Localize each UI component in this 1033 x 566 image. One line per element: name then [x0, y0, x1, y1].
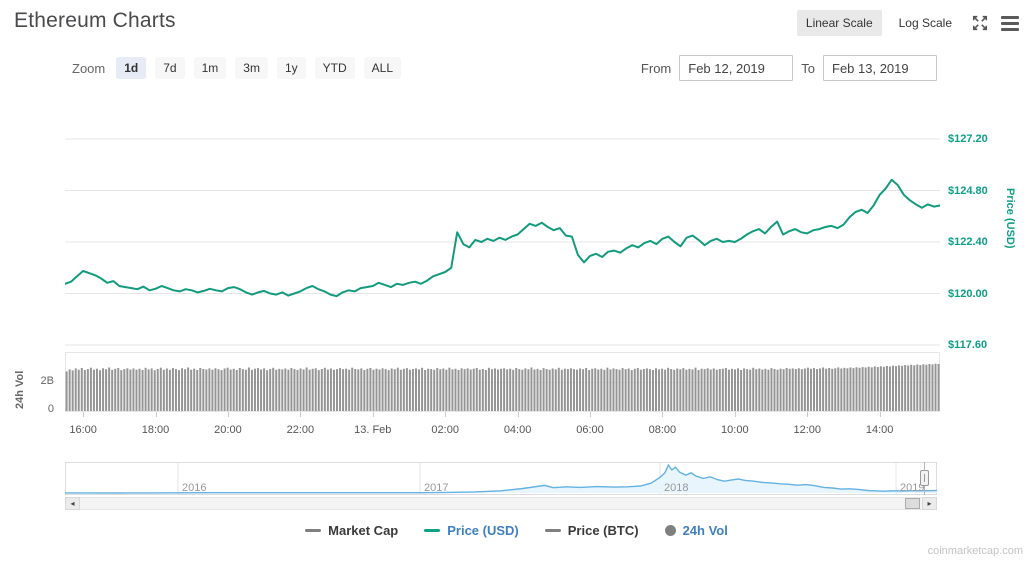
navigator-year-label: 2018: [664, 482, 689, 494]
volume-axis-title: 24h Vol: [14, 370, 26, 409]
legend-dash-marker: [424, 529, 441, 532]
navigator-handle[interactable]: [920, 470, 929, 486]
zoom-range-buttons: Zoom 1d 7d 1m 3m 1y YTD ALL: [72, 57, 401, 79]
x-tick-label: 12:00: [793, 424, 821, 436]
legend-item-24h-vol[interactable]: 24h Vol: [664, 523, 728, 538]
from-date-input[interactable]: [679, 55, 794, 81]
x-tick-mark: [227, 412, 229, 417]
legend-item-price-usd-[interactable]: Price (USD): [424, 523, 519, 538]
x-tick-mark: [445, 412, 447, 417]
x-tick-mark: [662, 412, 664, 417]
date-range-controls: From To: [641, 55, 937, 81]
price-y-tick-label: $122.40: [948, 236, 988, 248]
scrollbar-left-arrow[interactable]: ◂: [65, 497, 80, 510]
header-controls: Linear Scale Log Scale: [796, 10, 1021, 36]
x-tick-mark: [590, 412, 591, 417]
range-button-all[interactable]: ALL: [363, 57, 401, 79]
legend-dash-marker: [544, 529, 561, 532]
page-title: Ethereum Charts: [14, 9, 176, 32]
legend-item-label: Price (USD): [447, 523, 519, 538]
legend-dash-marker: [305, 529, 322, 532]
price-y-tick-label: $124.80: [948, 184, 988, 197]
price-chart: [65, 138, 940, 346]
x-tick-label: 20:00: [214, 424, 242, 436]
x-tick-mark: [83, 412, 85, 417]
zoom-label: Zoom: [72, 60, 106, 76]
x-tick-mark: [155, 412, 157, 417]
x-tick-label: 16:00: [69, 424, 97, 436]
range-button-ytd[interactable]: YTD: [314, 57, 355, 79]
volume-tick-2b: 2B: [40, 375, 54, 387]
range-button-7d[interactable]: 7d: [155, 57, 185, 79]
x-tick-label: 22:00: [286, 424, 315, 436]
scrollbar-right-arrow[interactable]: ▸: [922, 497, 937, 510]
x-tick-mark: [807, 412, 809, 417]
navigator-chart[interactable]: [65, 462, 937, 495]
x-tick-label: 13. Feb: [354, 424, 392, 436]
linear-scale-button[interactable]: Linear Scale: [796, 10, 882, 36]
navigator-year-label: 2019: [900, 482, 925, 494]
watermark: coinmarketcap.com: [927, 545, 1023, 557]
x-tick-mark: [879, 412, 881, 417]
legend-item-price-btc-[interactable]: Price (BTC): [544, 523, 639, 538]
x-tick-label: 08:00: [648, 424, 677, 436]
chart-legend: Market Cap Price (USD) Price (BTC) 24h Vol: [0, 523, 1033, 538]
x-tick-label: 14:00: [865, 424, 894, 436]
x-tick-mark: [300, 412, 302, 417]
x-tick-label: 06:00: [576, 424, 604, 436]
to-date-input[interactable]: [823, 55, 937, 81]
legend-item-label: Market Cap: [328, 523, 399, 538]
x-tick-label: 10:00: [721, 424, 749, 436]
x-tick-label: 18:00: [141, 424, 170, 436]
legend-circle-marker: [664, 525, 676, 536]
navigator-year-label: 2016: [182, 482, 207, 494]
to-label: To: [801, 60, 815, 76]
legend-item-market-cap[interactable]: Market Cap: [305, 523, 398, 538]
range-button-1d[interactable]: 1d: [116, 57, 147, 79]
from-label: From: [640, 60, 672, 76]
price-y-tick-label: $117.60: [948, 339, 988, 351]
log-scale-button[interactable]: Log Scale: [898, 16, 952, 30]
range-button-3m[interactable]: 3m: [235, 57, 268, 79]
x-tick-mark: [517, 412, 519, 417]
legend-item-label: 24h Vol: [682, 523, 728, 538]
x-tick-label: 04:00: [503, 424, 532, 436]
x-tick-mark: [372, 412, 374, 417]
x-tick-mark: [734, 412, 736, 417]
navigator-year-label: 2017: [424, 482, 449, 494]
volume-tick-0: 0: [47, 403, 54, 415]
price-y-tick-label: $127.20: [948, 133, 988, 145]
menu-icon[interactable]: [999, 12, 1021, 34]
range-button-1m[interactable]: 1m: [193, 57, 227, 79]
price-axis-title: Price (USD): [1004, 188, 1016, 249]
range-button-1y[interactable]: 1y: [276, 57, 306, 79]
volume-chart: [65, 352, 940, 412]
scrollbar-track[interactable]: [65, 497, 937, 510]
scrollbar-thumb[interactable]: [905, 498, 920, 509]
fullscreen-icon[interactable]: [969, 12, 991, 34]
price-y-tick-label: $120.00: [948, 287, 988, 300]
legend-item-label: Price (BTC): [567, 523, 639, 538]
x-tick-label: 02:00: [431, 424, 459, 436]
